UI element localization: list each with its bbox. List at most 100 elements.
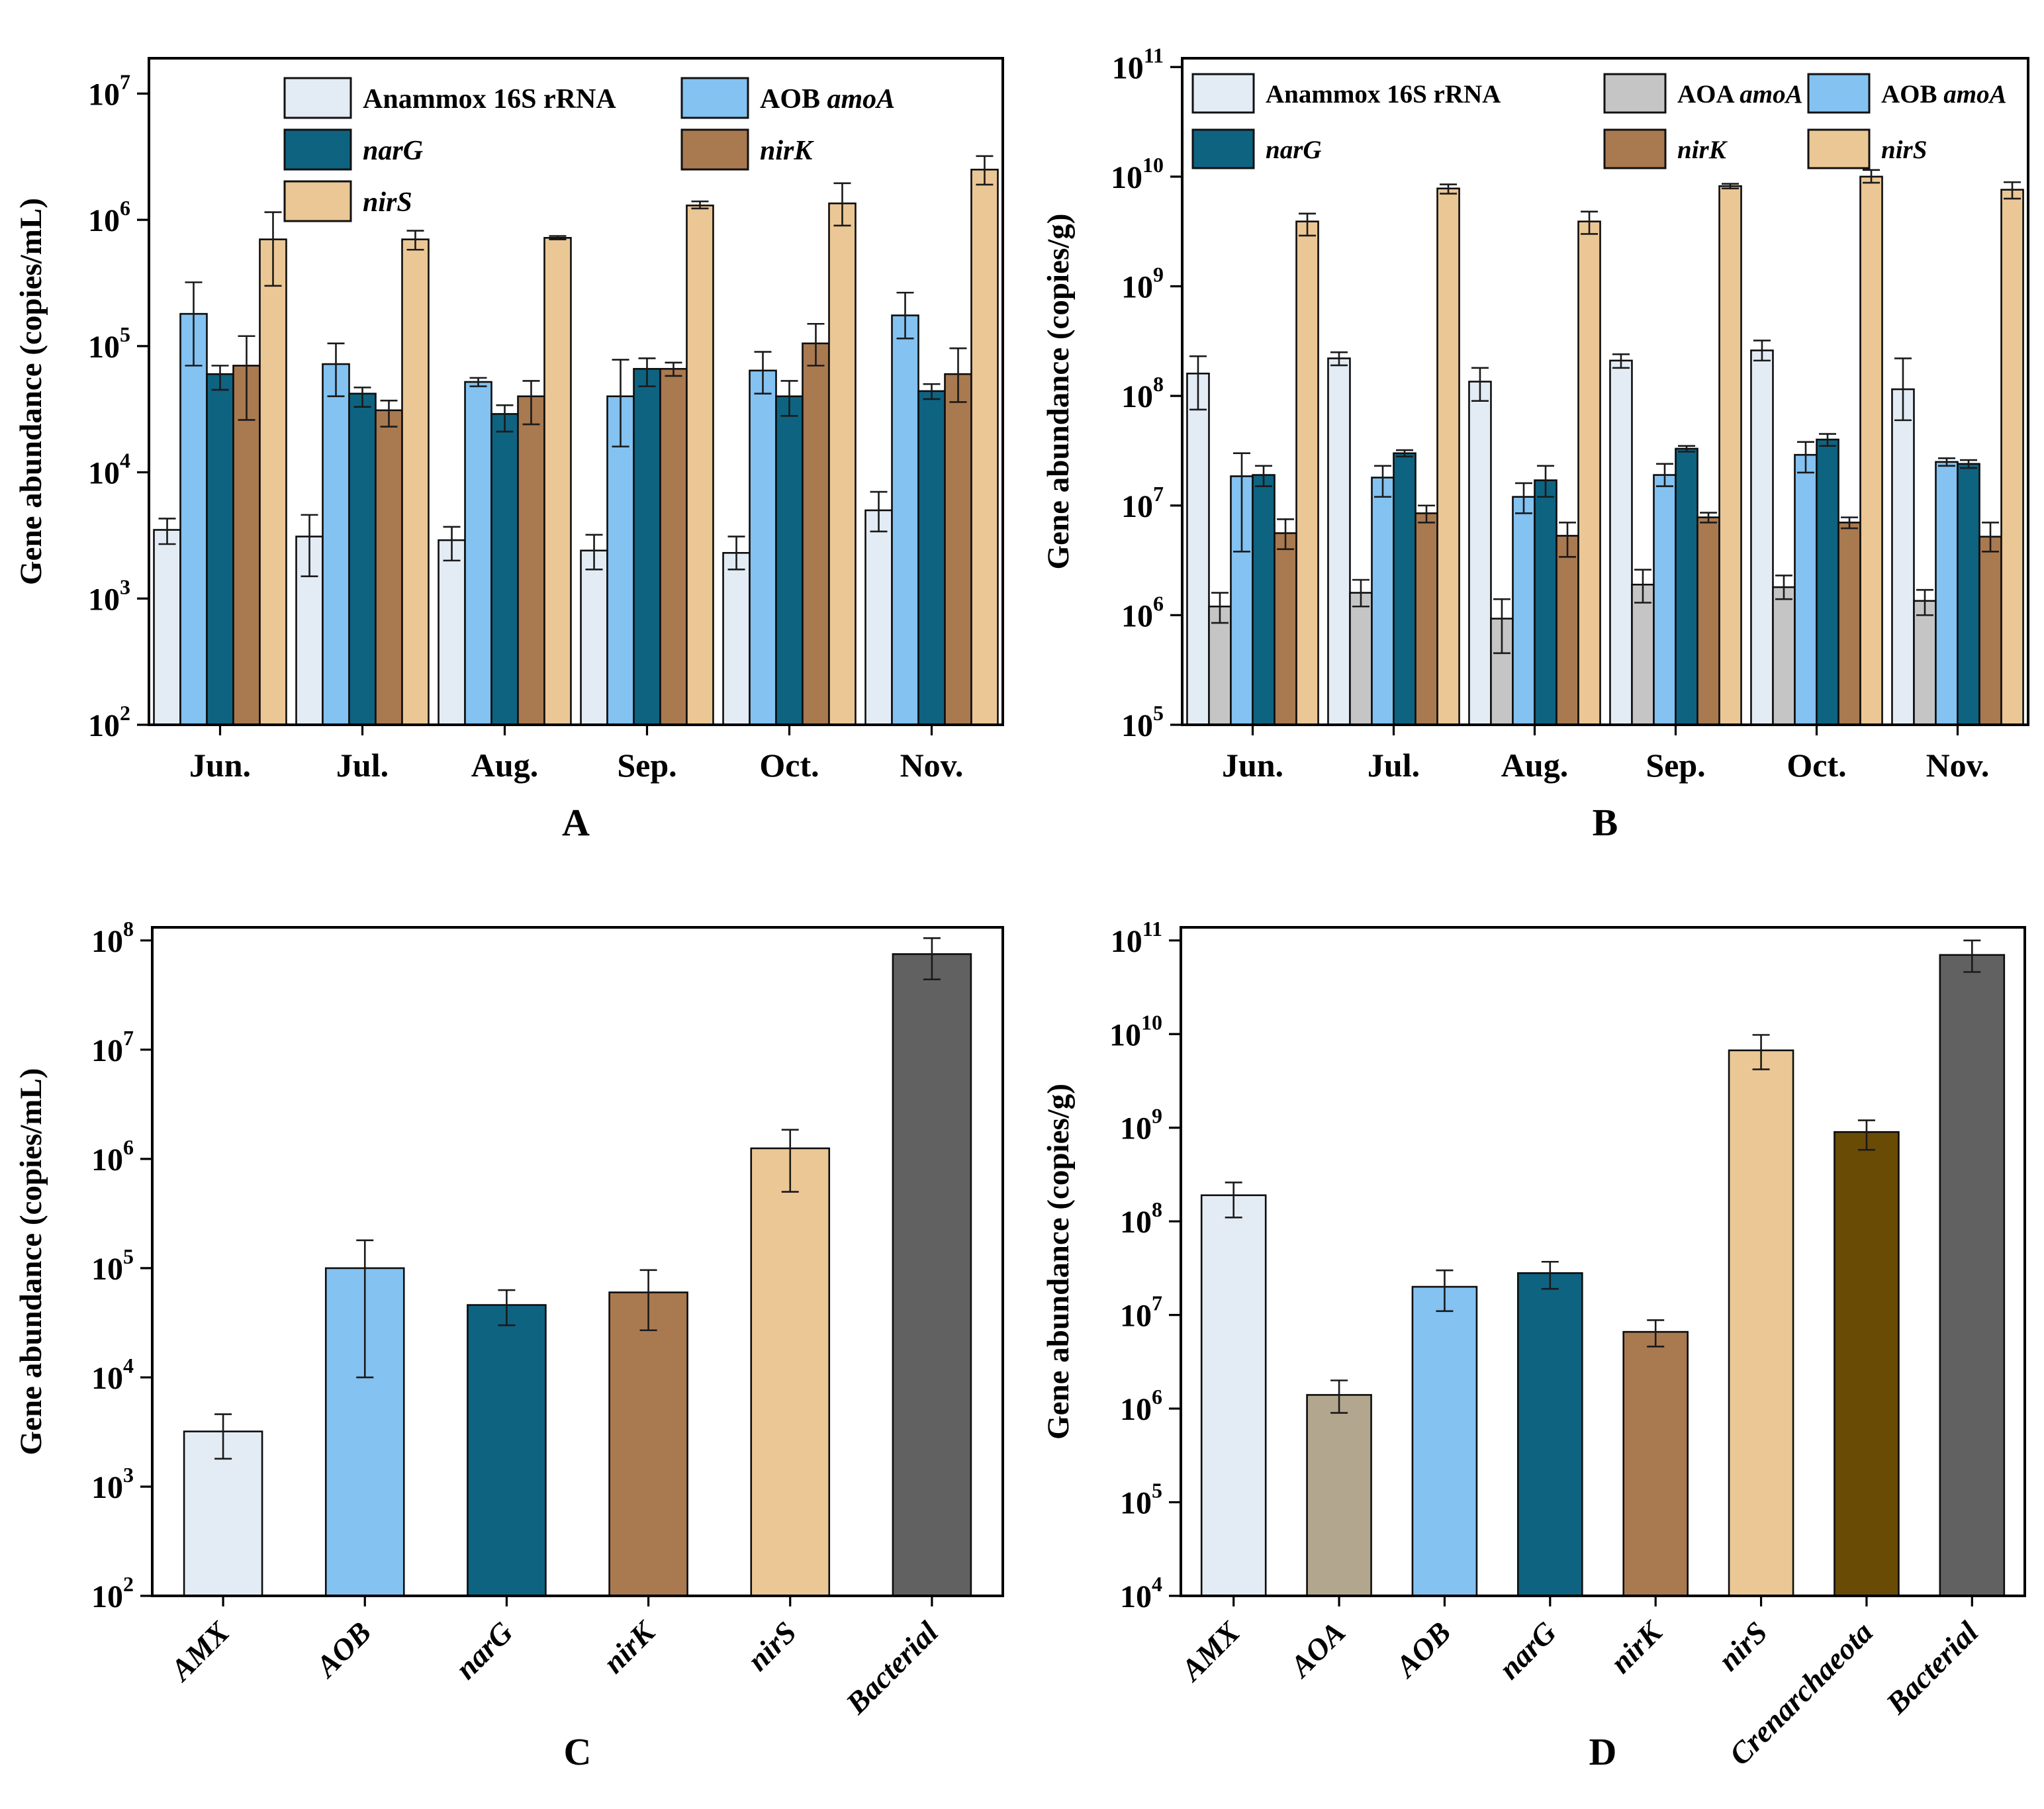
panel-letter: D: [1589, 1730, 1617, 1773]
legend-swatch: [1603, 73, 1667, 114]
error-bar: [356, 1239, 374, 1379]
legend-swatch: [283, 77, 352, 119]
bar-nirk: [608, 1291, 688, 1597]
error-bar: [727, 535, 745, 571]
x-tick-label: Jun.: [189, 747, 251, 784]
error-bar: [1514, 482, 1532, 514]
bar-nirs-Oct: [1859, 175, 1883, 726]
error-bar: [238, 335, 256, 421]
x-tick-label: narG: [1492, 1615, 1563, 1686]
bar-anammox-16s-rrna-Oct: [1750, 349, 1774, 726]
y-tick-label: 104: [91, 1354, 134, 1396]
legend-label: narG: [363, 136, 423, 166]
legend-swatch: [1807, 128, 1871, 169]
legend-label: Anammox 16S rRNA: [363, 84, 616, 115]
legend-swatch: [1191, 73, 1255, 114]
x-tick-label: Bacterial: [839, 1615, 945, 1721]
bar-nirs: [1728, 1049, 1794, 1597]
legend-label: AOB amoA: [1881, 80, 2007, 109]
error-bar: [781, 1129, 799, 1193]
bar-nirs-Sep: [1718, 185, 1742, 726]
bar-nirs-Jul: [401, 238, 430, 726]
y-tick-label: 107: [1120, 1291, 1162, 1334]
y-tick-label: 1010: [1111, 153, 1164, 195]
bar-nirk: [1622, 1330, 1689, 1597]
error-bar: [380, 399, 398, 428]
bar-aoa-amoa-Oct: [1772, 586, 1796, 726]
error-bar: [1937, 457, 1955, 467]
x-tick-label: Aug.: [471, 747, 538, 784]
x-tick-label: AMX: [1173, 1614, 1246, 1688]
bar-nirk-Oct: [1837, 522, 1861, 726]
x-tick-label: nirK: [596, 1614, 663, 1680]
bar-narg-Aug: [490, 413, 519, 726]
x-tick-label: AMX: [163, 1614, 236, 1688]
bar-nirk-Oct: [802, 342, 830, 726]
error-bar: [1255, 465, 1273, 487]
error-bar: [1330, 1379, 1348, 1414]
y-tick-label: 1011: [1112, 43, 1164, 85]
y-axis-title: Gene abundance (copies/mL): [14, 198, 48, 585]
error-bar: [1396, 449, 1414, 457]
error-bar: [1655, 463, 1673, 487]
x-tick-label: nirS: [741, 1615, 803, 1677]
error-bar: [1700, 512, 1718, 524]
error-bar: [1373, 465, 1391, 498]
y-tick-label: 106: [1120, 1385, 1162, 1427]
legend-label: AOB amoA: [760, 84, 895, 115]
error-bar: [1796, 441, 1814, 474]
error-bar: [496, 404, 514, 433]
bar-nirs-Jun: [259, 238, 287, 726]
bar-nirs-Aug: [1577, 220, 1601, 726]
error-bar: [1982, 522, 2000, 553]
error-bar: [1752, 1034, 1770, 1070]
error-bar: [1189, 355, 1207, 411]
bar-nirk-Sep: [1696, 516, 1720, 726]
legend-label: Anammox 16S rRNA: [1266, 80, 1501, 109]
legend-swatch: [1191, 128, 1255, 169]
panel-a: Jun. Jul. Aug. Sep. Oct. Nov. 102 103 104 105 106 1…: [0, 0, 1022, 904]
error-bar: [498, 1289, 516, 1326]
error-bar: [327, 342, 345, 398]
bar-narg-Nov: [1957, 463, 1980, 726]
error-bar: [1612, 353, 1630, 369]
error-bar: [353, 387, 371, 408]
bar-aoa-amoa-Jun: [1208, 605, 1232, 726]
bar-narg: [467, 1304, 547, 1597]
bar-narg-Sep: [633, 367, 661, 726]
error-bar: [896, 291, 914, 340]
x-tick-label: Bacterial: [1879, 1615, 1985, 1721]
y-tick-label: 105: [1120, 1479, 1162, 1521]
panel-letter: C: [564, 1730, 592, 1773]
y-tick-label: 105: [1121, 701, 1164, 743]
x-tick-label: nirS: [1712, 1615, 1774, 1677]
bar-aob-amoa-Nov: [891, 314, 919, 726]
plot-frame: [151, 926, 1004, 1597]
y-tick-label: 102: [88, 701, 130, 743]
x-tick-label: Jun.: [1222, 747, 1283, 784]
legend-swatch: [1807, 73, 1871, 114]
bar-nirk-Aug: [1556, 535, 1579, 726]
y-axis-title: Gene abundance (copies/mL): [14, 1068, 48, 1456]
error-bar: [443, 526, 461, 562]
bar-amx: [1200, 1194, 1267, 1597]
error-bar: [1841, 516, 1859, 530]
error-bar: [665, 361, 682, 377]
y-tick-label: 104: [1120, 1572, 1162, 1614]
error-bar: [185, 281, 203, 367]
y-tick-label: 107: [91, 1026, 134, 1068]
error-bar: [522, 380, 540, 426]
bar-aob-amoa-Oct: [749, 369, 777, 726]
bar-bacterial: [892, 953, 972, 1597]
error-bar: [1299, 212, 1317, 237]
legend-label: AOA amoA: [1677, 80, 1803, 109]
error-bar: [214, 1413, 232, 1460]
bar-crenarchaeota: [1834, 1131, 1900, 1597]
y-tick-label: 106: [1121, 591, 1164, 633]
x-tick-label: Nov.: [1926, 747, 1990, 784]
panel-a-chart: Jun. Jul. Aug. Sep. Oct. Nov. 102 103 104 105 106 1…: [14, 57, 1004, 844]
error-bar: [1963, 939, 1981, 973]
error-bar: [780, 380, 798, 417]
bar-aoa-amoa-Jul: [1349, 592, 1373, 726]
